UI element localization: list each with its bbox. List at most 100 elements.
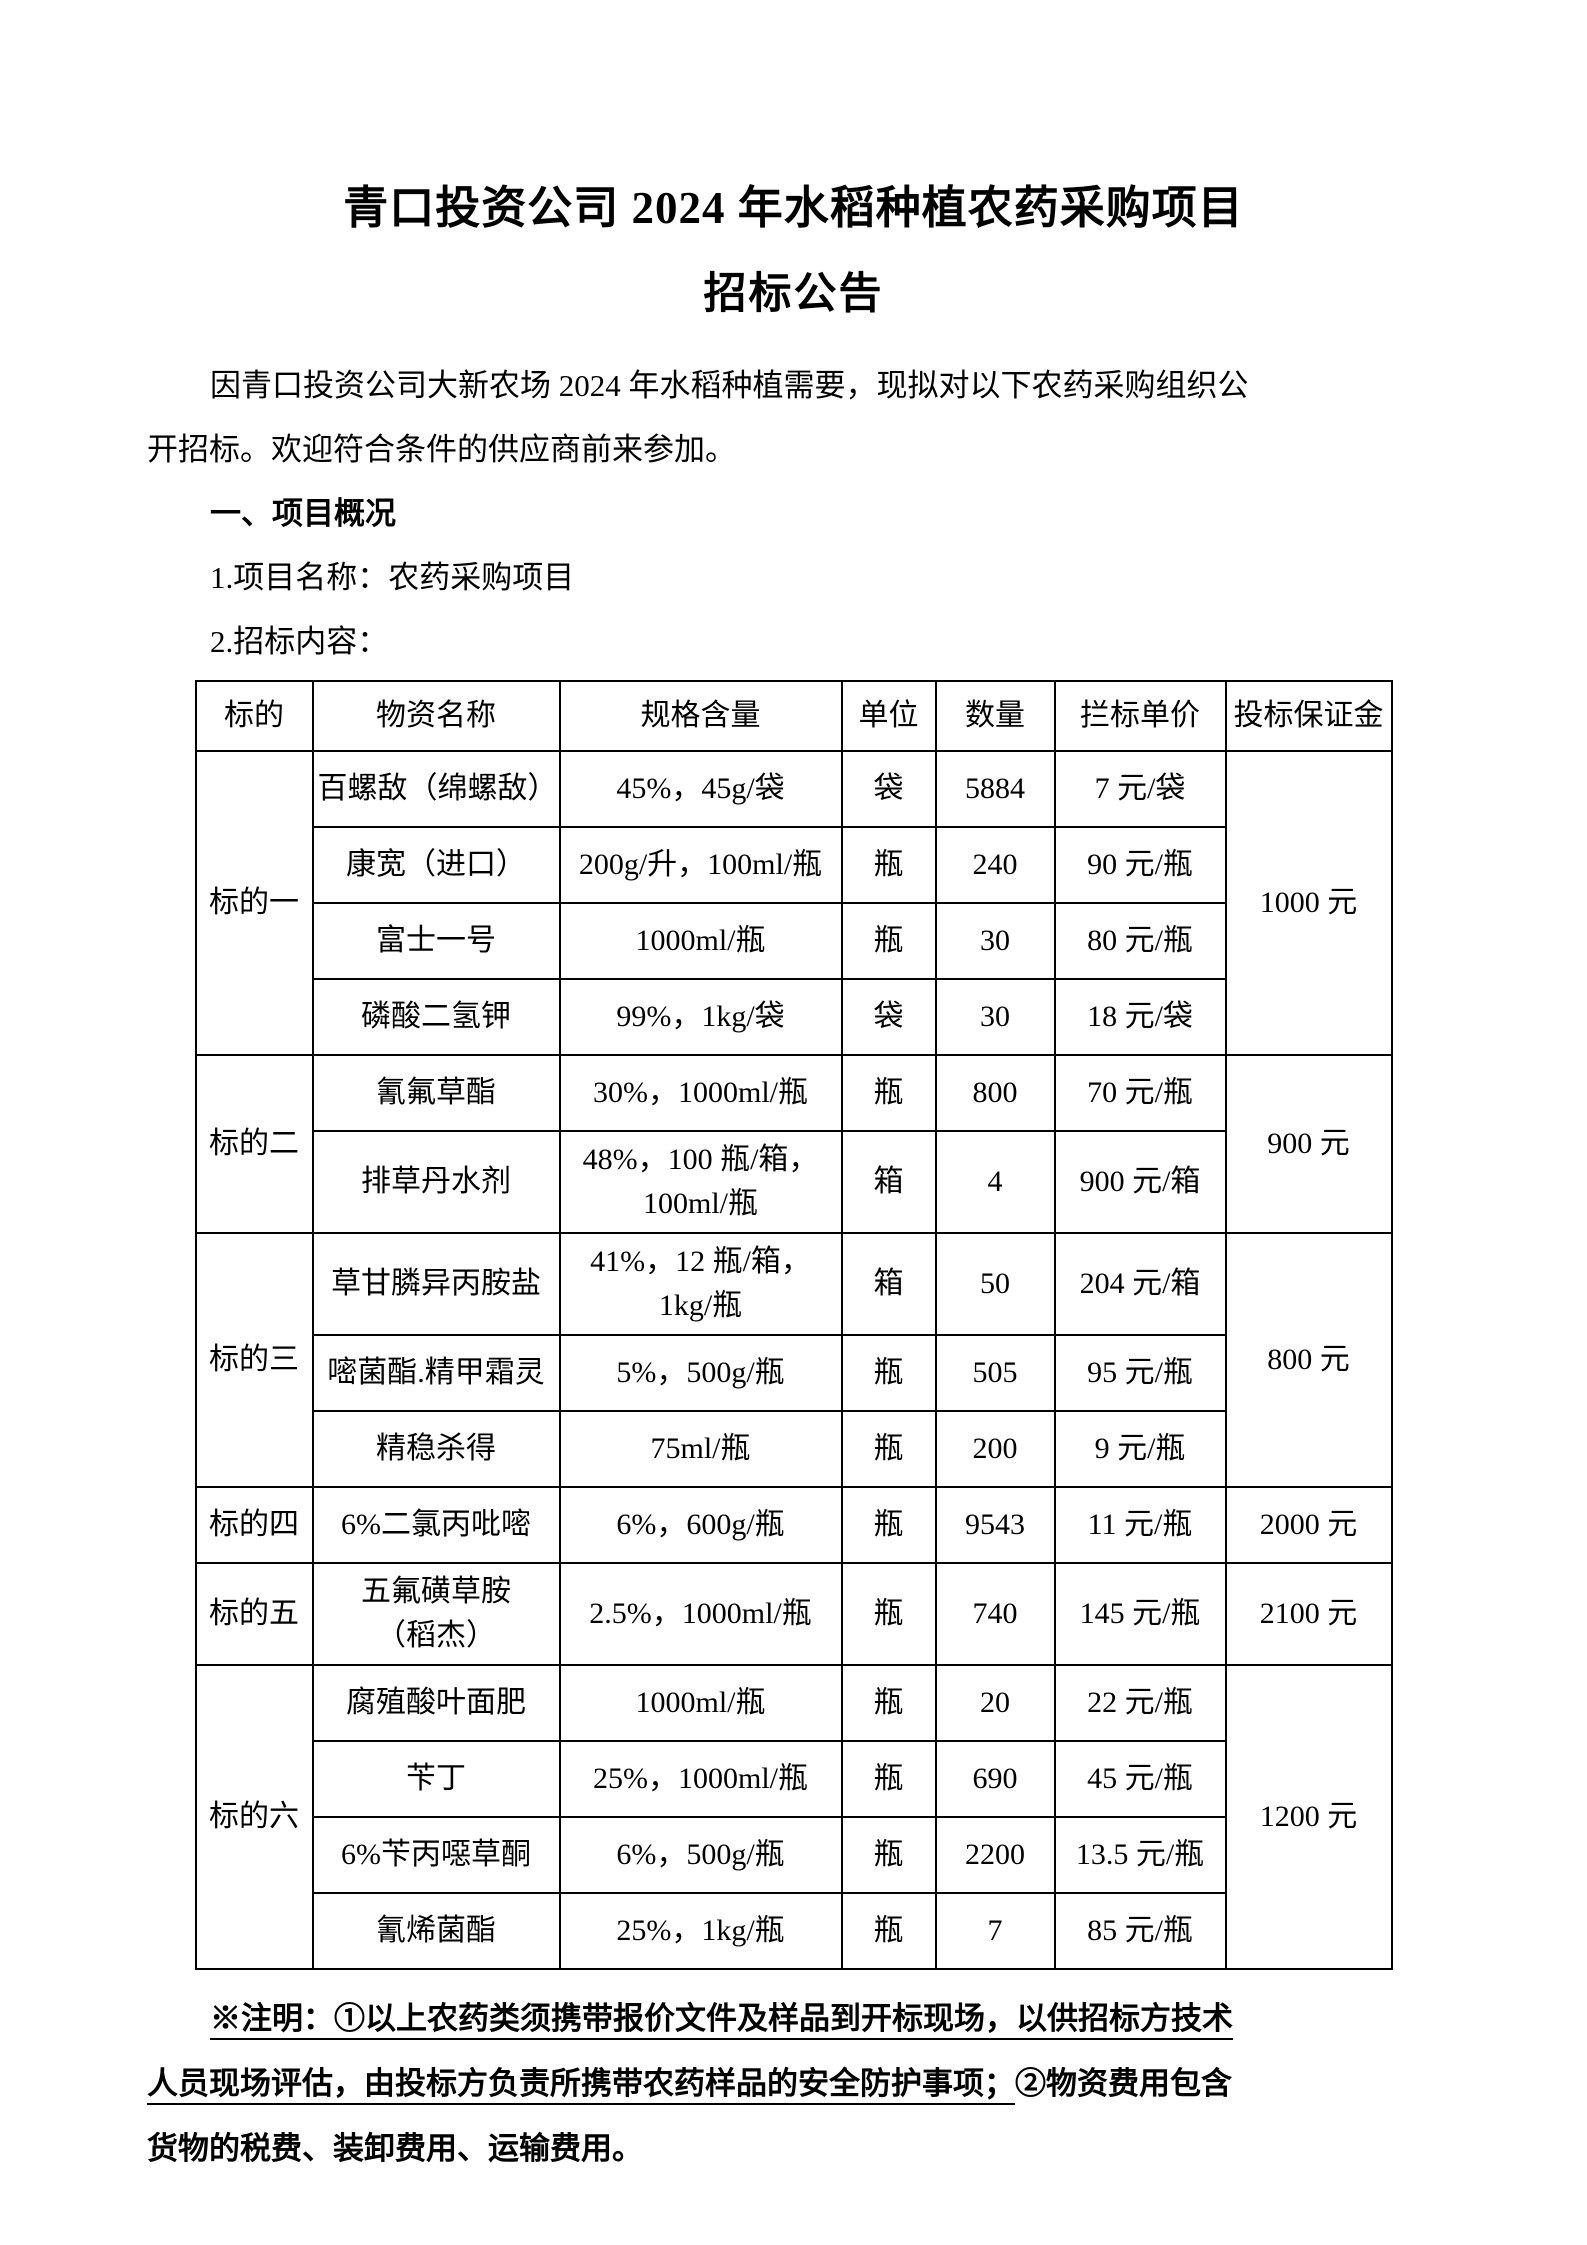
- material-name: 磷酸二氢钾: [311, 978, 561, 1056]
- material-spec: 30%，1000ml/瓶: [558, 1054, 843, 1132]
- material-price: 9 元/瓶: [1053, 1410, 1227, 1488]
- material-spec: 75ml/瓶: [558, 1410, 843, 1488]
- material-unit: 瓶: [840, 1816, 937, 1894]
- material-qty: 20: [934, 1664, 1056, 1742]
- material-price: 90 元/瓶: [1053, 826, 1227, 904]
- material-qty: 200: [934, 1410, 1056, 1488]
- material-qty: 240: [934, 826, 1056, 904]
- table-row: 氰烯菌酯 25%，1kg/瓶 瓶 7 85 元/瓶: [196, 1892, 1392, 1970]
- intro-paragraph-line2: 开招标。欢迎符合条件的供应商前来参加。: [147, 432, 736, 467]
- material-qty: 50: [934, 1232, 1056, 1336]
- header-spec: 规格含量: [558, 680, 843, 752]
- material-price: 70 元/瓶: [1053, 1054, 1227, 1132]
- material-unit: 袋: [840, 978, 937, 1056]
- material-unit: 瓶: [840, 1410, 937, 1488]
- material-name: 富士一号: [311, 902, 561, 980]
- note-line-1-text: ※注明：①以上农药类须携带报价文件及样品到开标现场，以供招标方技术: [210, 2001, 1233, 2036]
- material-name: 五氟磺草胺 （稻杰）: [311, 1562, 561, 1666]
- material-name: 氰烯菌酯: [311, 1892, 561, 1970]
- note-line-2-rest: ②物资费用包含: [1015, 2066, 1232, 2101]
- note-line-3: 货物的税费、装卸费用、运输费用。: [147, 2131, 643, 2166]
- material-name: 嘧菌酯.精甲霜灵: [311, 1334, 561, 1412]
- material-spec: 45%，45g/袋: [558, 750, 843, 828]
- material-qty: 690: [934, 1740, 1056, 1818]
- material-unit: 瓶: [840, 1664, 937, 1742]
- note-line-2-underlined: 人员现场评估，由投标方负责所携带农药样品的安全防护事项；: [147, 2066, 1015, 2101]
- table-row: 6%苄丙噁草酮 6%，500g/瓶 瓶 2200 13.5 元/瓶: [196, 1816, 1392, 1894]
- material-spec: 48%，100 瓶/箱， 100ml/瓶: [558, 1130, 843, 1234]
- header-bid-deposit: 投标保证金: [1224, 680, 1393, 752]
- note-line-2: 人员现场评估，由投标方负责所携带农药样品的安全防护事项；②物资费用包含: [147, 2051, 1440, 2116]
- material-unit: 瓶: [840, 826, 937, 904]
- section-heading-project-overview: 一、项目概况: [210, 496, 396, 531]
- material-spec: 5%，500g/瓶: [558, 1334, 843, 1412]
- header-material-name: 物资名称: [311, 680, 561, 752]
- material-spec: 1000ml/瓶: [558, 902, 843, 980]
- table-row: 标的三 草甘膦异丙胺盐 41%，12 瓶/箱， 1kg/瓶 箱 50 204 元…: [194, 1232, 1393, 1488]
- material-spec: 2.5%，1000ml/瓶: [558, 1562, 843, 1666]
- material-qty: 5884: [934, 750, 1056, 828]
- material-spec: 25%，1000ml/瓶: [558, 1740, 843, 1818]
- material-name: 6%苄丙噁草酮: [311, 1816, 561, 1894]
- material-unit: 瓶: [840, 1486, 937, 1564]
- material-unit: 箱: [840, 1130, 937, 1234]
- table-row: 标的二 氰氟草酯 30%，1000ml/瓶 瓶 800 70 元/瓶 900 元: [194, 1054, 1393, 1234]
- material-unit: 瓶: [840, 1334, 937, 1412]
- material-spec: 6%，600g/瓶: [558, 1486, 843, 1564]
- table-row: 精稳杀得 75ml/瓶 瓶 200 9 元/瓶: [196, 1410, 1392, 1488]
- intro-paragraph-line1: 因青口投资公司大新农场 2024 年水稻种植需要，现拟对以下农药采购组织公: [210, 368, 1249, 403]
- header-bid-lot: 标的: [194, 680, 314, 752]
- material-qty: 800: [934, 1054, 1056, 1132]
- material-price: 145 元/瓶: [1053, 1562, 1227, 1666]
- bid-deposit: 1000 元: [1224, 750, 1393, 1056]
- material-name: 康宽（进口）: [311, 826, 561, 904]
- material-price: 85 元/瓶: [1053, 1892, 1227, 1970]
- material-unit: 瓶: [840, 1054, 937, 1132]
- material-qty: 505: [934, 1334, 1056, 1412]
- bid-items-table: 标的 物资名称 规格含量 单位 数量 拦标单价 投标保证金 标的一 百螺敌（绵螺…: [194, 680, 1393, 1970]
- table-row: 标的六 腐殖酸叶面肥 1000ml/瓶 瓶 20 22 元/瓶 1200 元: [194, 1664, 1393, 1970]
- material-price: 18 元/袋: [1053, 978, 1227, 1056]
- bid-deposit: 2000 元: [1224, 1486, 1393, 1564]
- material-price: 204 元/箱: [1053, 1232, 1227, 1336]
- bid-lot-label: 标的四: [194, 1486, 314, 1564]
- material-name: 6%二氯丙吡嘧: [311, 1486, 561, 1564]
- note-section: ※注明：①以上农药类须携带报价文件及样品到开标现场，以供招标方技术 人员现场评估…: [147, 1986, 1440, 2181]
- material-name: 百螺敌（绵螺敌）: [311, 750, 561, 828]
- bid-deposit: 1200 元: [1224, 1664, 1393, 1970]
- material-unit: 箱: [840, 1232, 937, 1336]
- table-header-row: 标的 物资名称 规格含量 单位 数量 拦标单价 投标保证金: [194, 680, 1393, 752]
- bid-deposit: 900 元: [1224, 1054, 1393, 1234]
- material-spec: 1000ml/瓶: [558, 1664, 843, 1742]
- bid-lot-label: 标的五: [194, 1562, 314, 1666]
- material-price: 11 元/瓶: [1053, 1486, 1227, 1564]
- material-spec: 99%，1kg/袋: [558, 978, 843, 1056]
- material-qty: 7: [934, 1892, 1056, 1970]
- bid-lot-label: 标的二: [194, 1054, 314, 1234]
- bid-lot-label: 标的三: [194, 1232, 314, 1488]
- material-name: 氰氟草酯: [311, 1054, 561, 1132]
- table-row: 苄丁 25%，1000ml/瓶 瓶 690 45 元/瓶: [196, 1740, 1392, 1818]
- table-row: 排草丹水剂 48%，100 瓶/箱， 100ml/瓶 箱 4 900 元/箱: [196, 1130, 1392, 1234]
- project-name-line: 1.项目名称：农药采购项目: [210, 560, 575, 595]
- bid-lot-label: 标的一: [194, 750, 314, 1056]
- material-spec: 25%，1kg/瓶: [558, 1892, 843, 1970]
- bid-deposit: 2100 元: [1224, 1562, 1393, 1666]
- document-subtitle: 招标公告: [703, 271, 884, 318]
- material-qty: 30: [934, 978, 1056, 1056]
- material-price: 7 元/袋: [1053, 750, 1227, 828]
- material-unit: 瓶: [840, 1562, 937, 1666]
- header-ceiling-price: 拦标单价: [1053, 680, 1227, 752]
- material-qty: 30: [934, 902, 1056, 980]
- table-row: 标的四 6%二氯丙吡嘧 6%，600g/瓶 瓶 9543 11 元/瓶 2000…: [194, 1486, 1393, 1564]
- material-spec: 41%，12 瓶/箱， 1kg/瓶: [558, 1232, 843, 1336]
- table-row: 康宽（进口） 200g/升，100ml/瓶 瓶 240 90 元/瓶: [196, 826, 1392, 904]
- material-unit: 瓶: [840, 902, 937, 980]
- material-qty: 9543: [934, 1486, 1056, 1564]
- table-row: 磷酸二氢钾 99%，1kg/袋 袋 30 18 元/袋: [196, 978, 1392, 1056]
- table-row: 标的一 百螺敌（绵螺敌） 45%，45g/袋 袋 5884 7 元/袋 1000…: [194, 750, 1393, 1056]
- table-row: 嘧菌酯.精甲霜灵 5%，500g/瓶 瓶 505 95 元/瓶: [196, 1334, 1392, 1412]
- document-title: 青口投资公司 2024 年水稻种植农药采购项目: [343, 183, 1244, 233]
- material-price: 95 元/瓶: [1053, 1334, 1227, 1412]
